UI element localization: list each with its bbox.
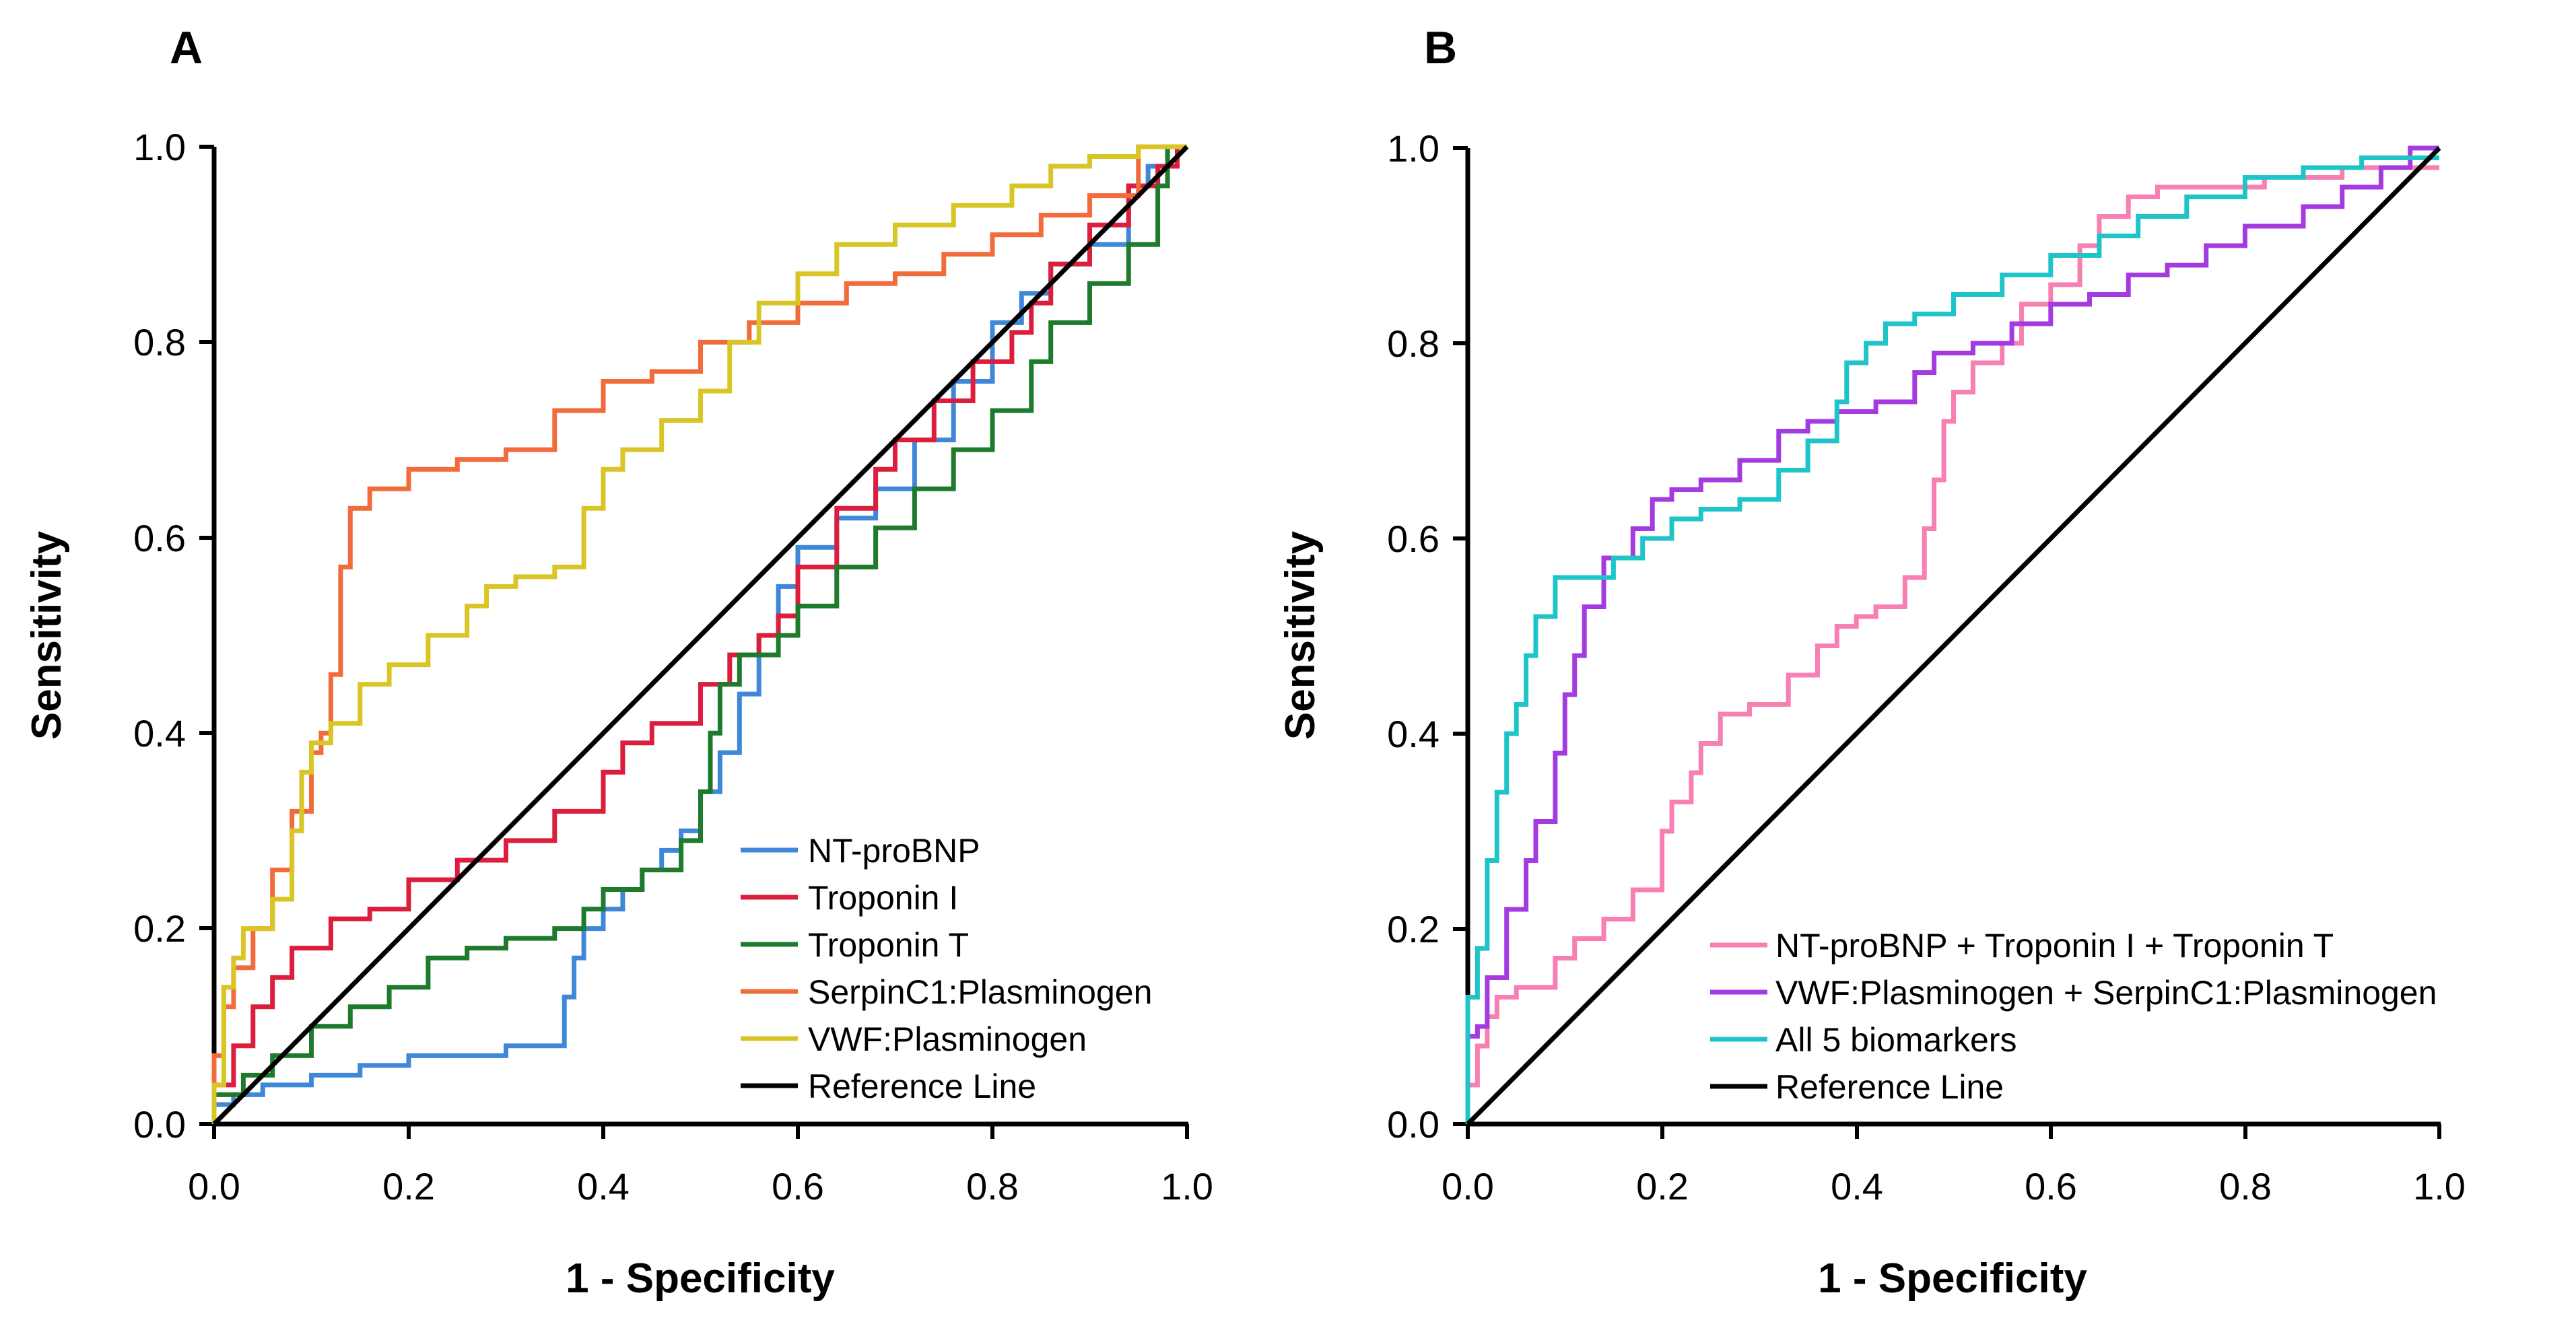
legend-label-vwf-plasminogen: VWF:Plasminogen <box>808 1020 1087 1058</box>
panel-a-series <box>211 144 1189 1126</box>
y-tick-label: 1.0 <box>1387 127 1439 170</box>
series-line-reference-line <box>1466 146 2441 1126</box>
panel-b-y-ticks: 0.0 0.2 0.4 0.6 0.8 1.0 <box>1387 127 1468 1146</box>
legend-label-nt-probnp: NT-proBNP <box>808 832 980 870</box>
series-line-reference-line <box>212 145 1189 1126</box>
panel-a-x-axis-title: 1 - Specificity <box>566 1255 835 1302</box>
x-tick-label: 0.4 <box>1831 1165 1883 1208</box>
y-tick-label: 0.2 <box>133 907 186 950</box>
series-line-troponin-t <box>211 144 1187 1124</box>
x-tick-label: 0.6 <box>2025 1165 2077 1208</box>
x-tick-label: 1.0 <box>2413 1165 2466 1208</box>
series-line-vwf-plasminogen <box>211 144 1187 1124</box>
legend-label-all-5-biomarkers: All 5 biomarkers <box>1775 1021 2016 1059</box>
series-line-nt-probnp-troponin-i-troponin-t <box>1465 165 2439 1124</box>
panel-b-letter: B <box>1424 22 1457 73</box>
panel-a: A 0.0 0.2 0.4 0.6 0.8 1.0 0.0 <box>24 22 1213 1302</box>
x-tick-label: 0.8 <box>966 1165 1019 1208</box>
series-line-serpinc1-plasminogen <box>211 144 1187 1124</box>
legend-label-reference-line: Reference Line <box>1775 1068 2004 1106</box>
panel-a-x-ticks: 0.0 0.2 0.4 0.6 0.8 1.0 <box>188 1124 1213 1208</box>
x-tick-label: 0.8 <box>2219 1165 2272 1208</box>
y-tick-label: 0.6 <box>1387 518 1439 560</box>
panel-a-y-ticks: 0.0 0.2 0.4 0.6 0.8 1.0 <box>133 126 214 1146</box>
y-tick-label: 0.4 <box>1387 713 1439 755</box>
legend-label-troponin-t: Troponin T <box>808 926 969 964</box>
panel-b-x-axis-title: 1 - Specificity <box>1818 1255 2087 1302</box>
panel-b-x-ticks: 0.0 0.2 0.4 0.6 0.8 1.0 <box>1442 1124 2466 1208</box>
x-tick-label: 0.6 <box>772 1165 824 1208</box>
panel-b-y-axis-title: Sensitivity <box>1277 530 1324 740</box>
series-line-vwf-plasminogen-serpinc1-plasminogen <box>1465 145 2439 1124</box>
legend-label-reference-line: Reference Line <box>808 1068 1036 1105</box>
legend-label-vwf-serpinc1: VWF:Plasminogen + SerpinC1:Plasminogen <box>1775 974 2437 1012</box>
x-tick-label: 0.2 <box>1636 1165 1689 1208</box>
legend-label-troponin-i: Troponin I <box>808 879 958 917</box>
x-tick-label: 0.0 <box>188 1165 240 1208</box>
y-tick-label: 0.2 <box>1387 908 1439 950</box>
x-tick-label: 0.2 <box>382 1165 435 1208</box>
y-tick-label: 1.0 <box>133 126 186 168</box>
y-tick-label: 0.8 <box>1387 322 1439 365</box>
series-line-all-5-biomarkers <box>1465 155 2439 1124</box>
y-tick-label: 0.6 <box>133 517 186 559</box>
panel-a-letter: A <box>170 22 203 73</box>
y-tick-label: 0.0 <box>1387 1103 1439 1146</box>
y-tick-label: 0.4 <box>133 712 186 755</box>
panel-b-series <box>1465 145 2441 1126</box>
panel-b-legend: NT-proBNP + Troponin I + Troponin T VWF:… <box>1710 927 2437 1106</box>
x-tick-label: 0.0 <box>1442 1165 1494 1208</box>
panel-b: B 0.0 0.2 0.4 0.6 0.8 1.0 0.0 <box>1277 22 2466 1302</box>
panel-a-legend: NT-proBNP Troponin I Troponin T SerpinC1… <box>741 832 1152 1105</box>
x-tick-label: 0.4 <box>577 1165 630 1208</box>
y-tick-label: 0.0 <box>133 1103 186 1146</box>
y-tick-label: 0.8 <box>133 321 186 363</box>
panel-a-y-axis-title: Sensitivity <box>24 530 70 740</box>
series-line-troponin-i <box>211 144 1187 1124</box>
legend-label-serpinc1-plasminogen: SerpinC1:Plasminogen <box>808 973 1152 1011</box>
x-tick-label: 1.0 <box>1161 1165 1213 1208</box>
legend-label-ntprobnp-troponins: NT-proBNP + Troponin I + Troponin T <box>1775 927 2334 965</box>
